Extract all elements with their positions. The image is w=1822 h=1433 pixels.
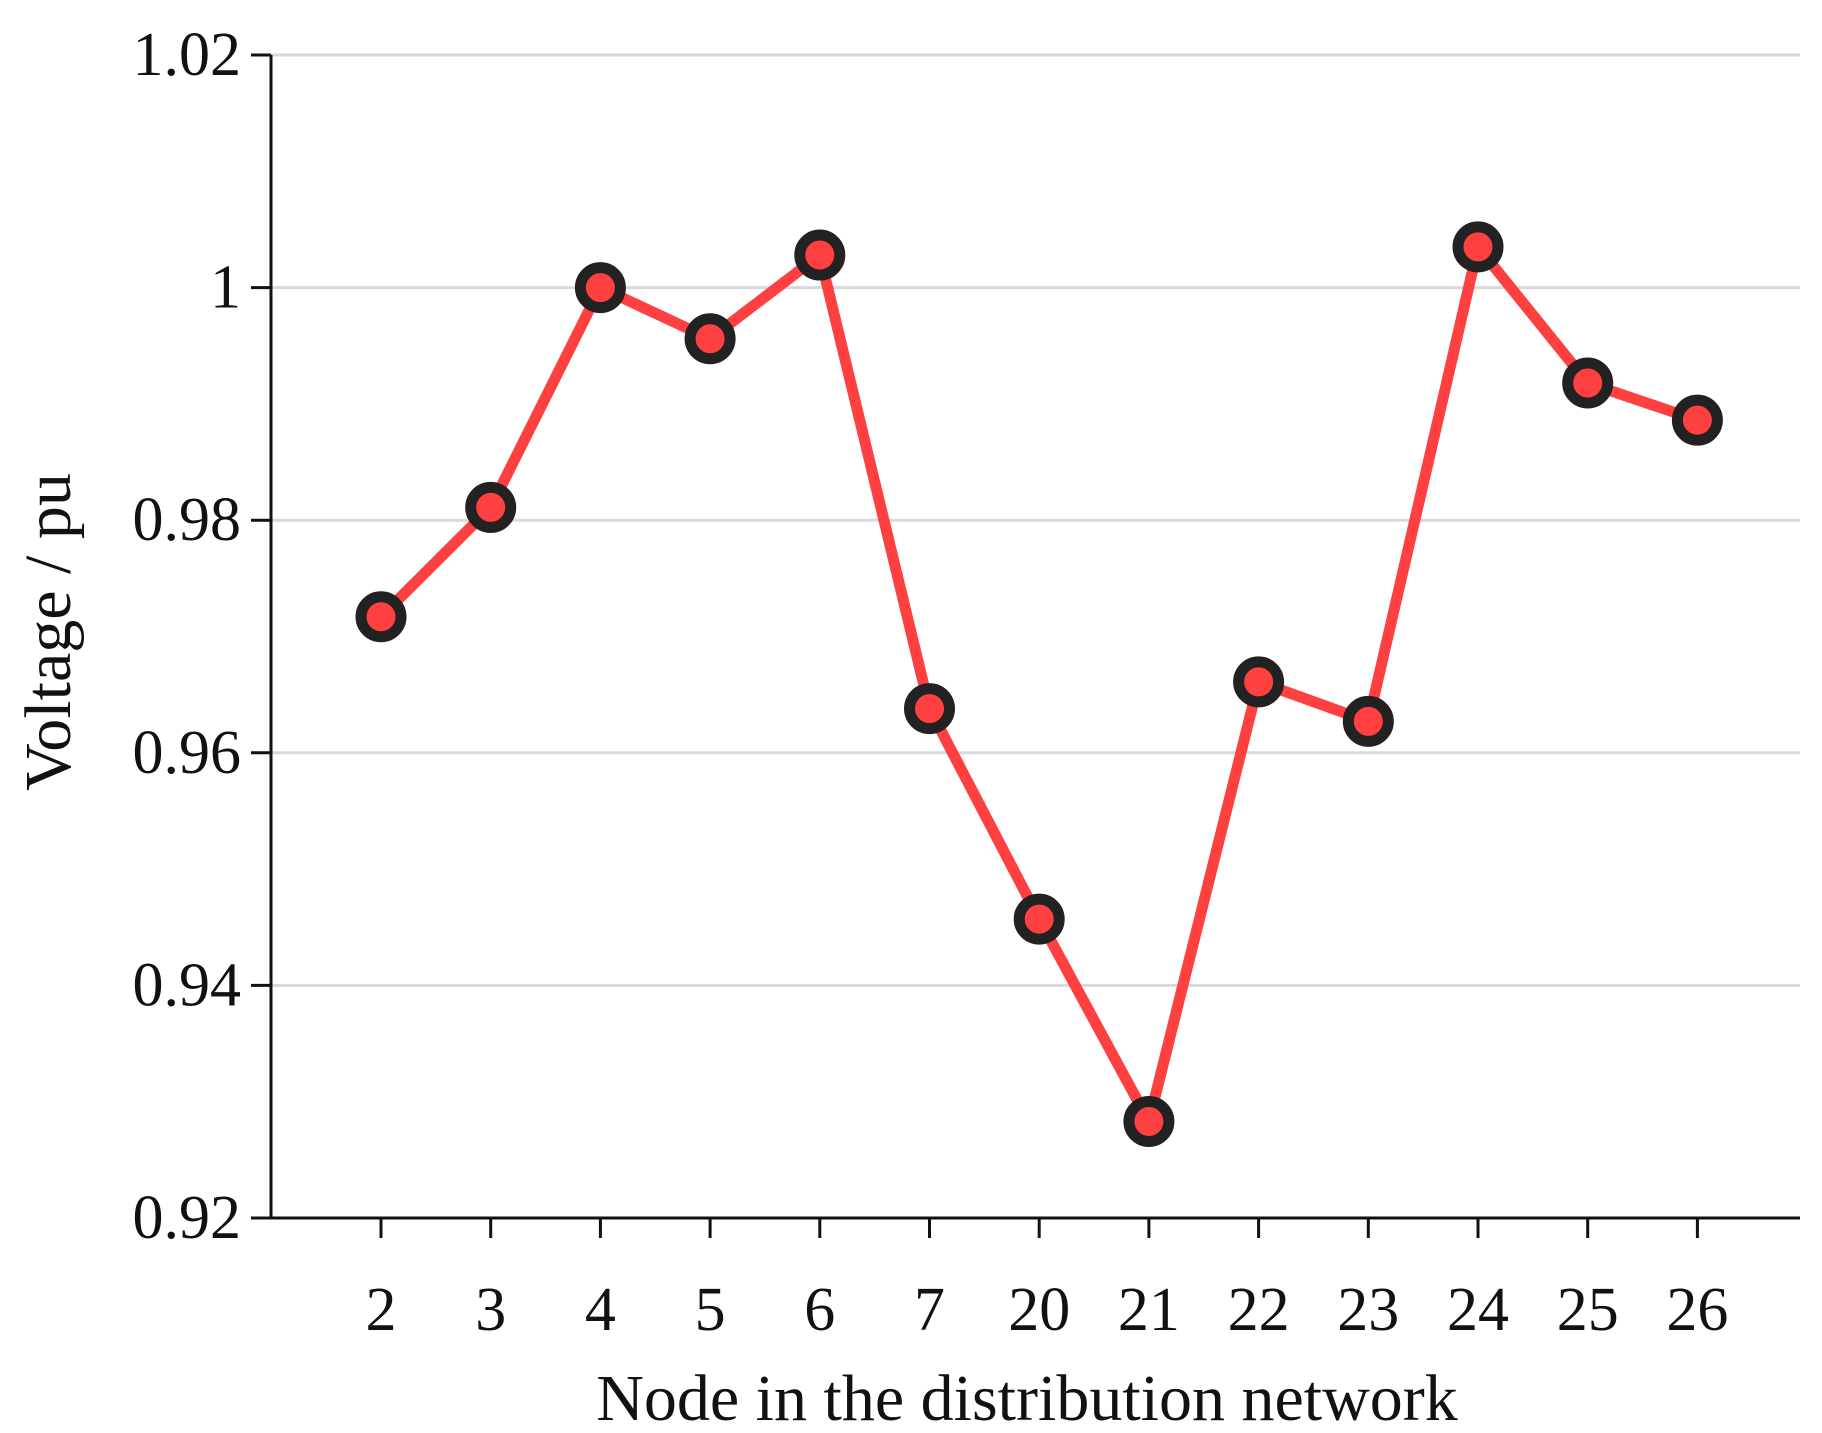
x-tick-label: 6 [804, 1276, 835, 1344]
x-tick-label: 5 [695, 1276, 726, 1344]
x-tick-label: 21 [1118, 1276, 1180, 1344]
data-point [1452, 221, 1504, 273]
x-tick-label: 7 [914, 1276, 945, 1344]
data-point [1562, 357, 1614, 409]
data-point [1123, 1095, 1175, 1147]
axes [269, 55, 1800, 1220]
y-tick-label: 0.92 [133, 1184, 242, 1252]
data-point [355, 591, 407, 643]
data-point [574, 262, 626, 314]
y-tick-label: 0.94 [133, 951, 242, 1019]
x-tick-label: 4 [585, 1276, 616, 1344]
data-markers [355, 221, 1723, 1147]
data-point [1013, 893, 1065, 945]
data-point [684, 313, 736, 365]
series-line-0 [375, 241, 1703, 1127]
data-point [465, 481, 517, 533]
y-axis-title: Voltage / pu [12, 473, 85, 791]
x-tick-label: 22 [1228, 1276, 1290, 1344]
grid-lines [271, 53, 1800, 987]
data-point [1671, 394, 1723, 446]
x-tick-label: 25 [1557, 1276, 1619, 1344]
x-tick-label: 2 [366, 1276, 397, 1344]
x-tick-label: 3 [475, 1276, 506, 1344]
x-tick-label: 26 [1666, 1276, 1728, 1344]
data-point [1342, 695, 1394, 747]
x-tick-label: 20 [1008, 1276, 1070, 1344]
data-point [1233, 656, 1285, 708]
x-axis-title: Node in the distribution network [596, 1362, 1458, 1433]
data-point [904, 683, 955, 735]
data-point [794, 229, 846, 281]
y-tick-label: 1 [210, 254, 241, 322]
x-tick-label: 24 [1447, 1276, 1509, 1344]
y-tick-label: 0.96 [133, 719, 242, 787]
y-tick-label: 0.98 [133, 486, 242, 554]
y-tick-label: 1.02 [133, 21, 242, 89]
series-line [375, 241, 1703, 1127]
x-tick-label: 23 [1337, 1276, 1399, 1344]
